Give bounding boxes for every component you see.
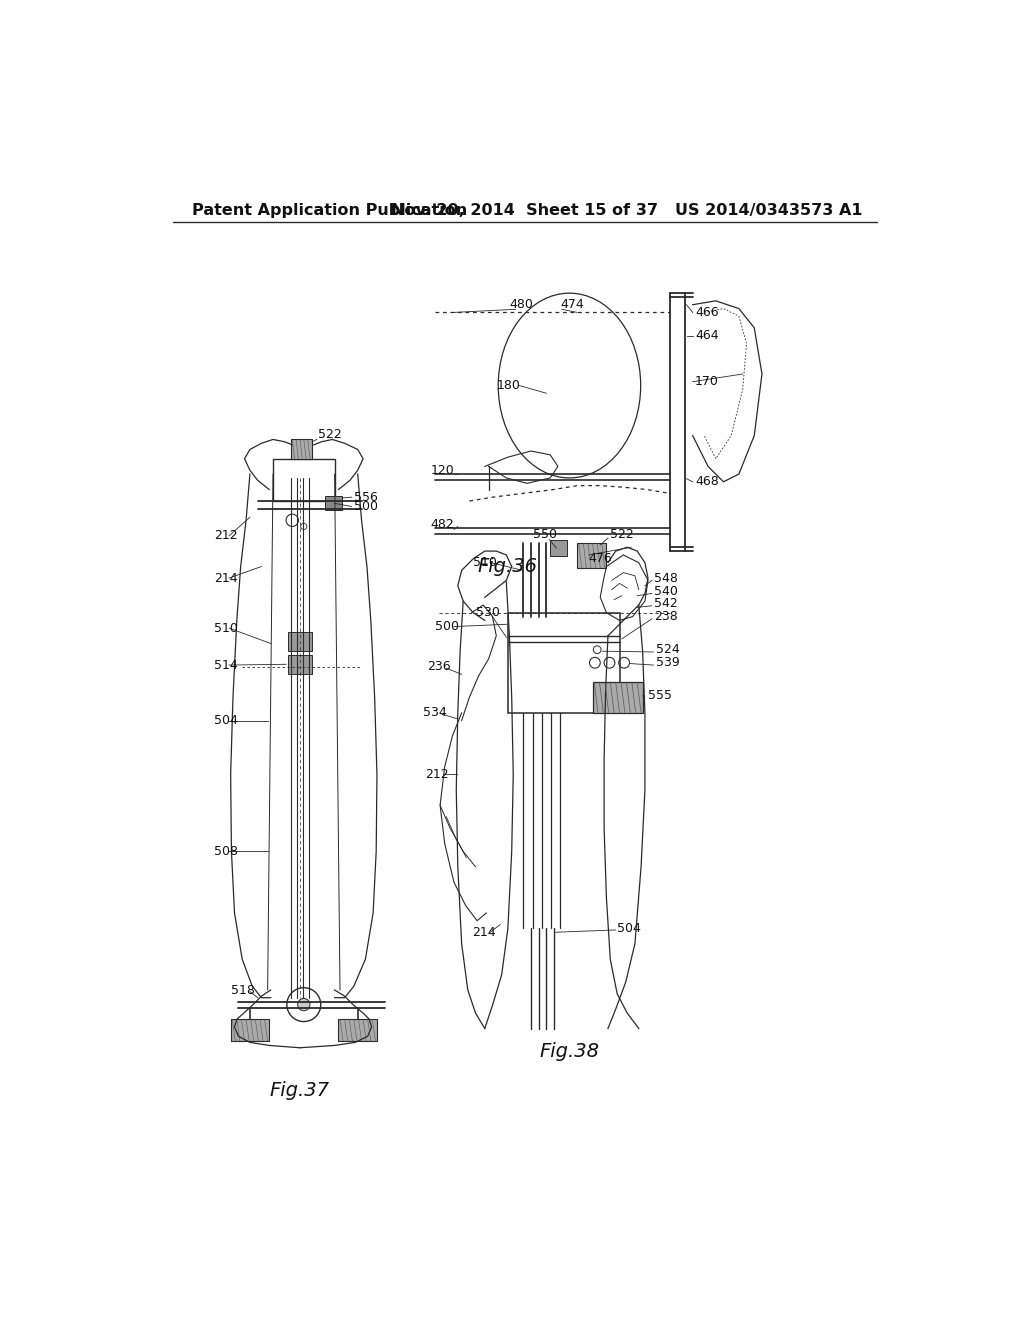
Text: 540: 540 [654,585,678,598]
Text: 524: 524 [655,643,680,656]
Bar [578,544,606,568]
Text: 476: 476 [589,552,612,565]
Text: 514: 514 [214,659,238,672]
Text: US 2014/0343573 A1: US 2014/0343573 A1 [675,203,862,218]
Circle shape [298,998,310,1011]
Text: 510: 510 [473,556,497,569]
Text: 508: 508 [214,845,238,858]
Bar [230,1019,269,1040]
Text: 522: 522 [610,528,634,541]
Text: 236: 236 [427,660,451,673]
Bar [289,632,311,651]
Text: Fig.37: Fig.37 [270,1081,330,1100]
Text: 550: 550 [532,528,556,541]
Text: 534: 534 [423,706,446,719]
Bar [326,496,342,510]
Text: 474: 474 [560,298,584,312]
Text: 212: 212 [214,529,238,543]
Text: 518: 518 [230,983,255,997]
Text: 504: 504 [617,921,641,935]
Text: Nov. 20, 2014  Sheet 15 of 37: Nov. 20, 2014 Sheet 15 of 37 [391,203,658,218]
Text: 530: 530 [475,606,500,619]
Text: 556: 556 [354,491,378,504]
Text: 482: 482 [431,517,455,531]
Text: 500: 500 [435,620,459,634]
Text: Fig.36: Fig.36 [478,557,538,576]
Bar [508,612,620,713]
Text: 120: 120 [431,463,455,477]
Bar [339,1019,377,1040]
Text: 480: 480 [509,298,534,312]
Text: 522: 522 [317,428,341,441]
Text: 539: 539 [655,656,680,669]
Text: 170: 170 [695,375,719,388]
Text: 214: 214 [214,572,238,585]
Text: 500: 500 [354,500,378,513]
Text: 212: 212 [425,768,450,781]
Bar [273,459,335,502]
Text: 238: 238 [654,610,678,623]
Bar [593,682,643,713]
Text: 510: 510 [214,622,238,635]
Text: 180: 180 [497,379,520,392]
Text: 504: 504 [214,714,238,727]
Text: 464: 464 [695,329,719,342]
Bar [550,540,567,557]
Text: 466: 466 [695,306,719,319]
Bar [289,655,311,675]
Bar [291,440,312,459]
Text: 214: 214 [472,925,496,939]
Text: Patent Application Publication: Patent Application Publication [193,203,467,218]
Text: 548: 548 [654,572,678,585]
Text: 542: 542 [654,597,678,610]
Text: 468: 468 [695,475,719,488]
Text: Fig.38: Fig.38 [540,1041,599,1061]
Text: 555: 555 [648,689,672,702]
